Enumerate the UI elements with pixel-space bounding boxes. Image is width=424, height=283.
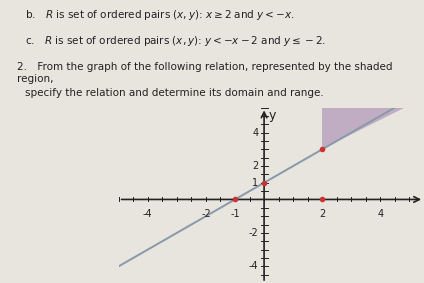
Text: b. $R$ is set of ordered pairs $(x, y)$: $x \geq 2$ and $y < -x$.: b. $R$ is set of ordered pairs $(x, y)$:…: [25, 8, 295, 22]
Polygon shape: [322, 108, 404, 149]
Text: y: y: [268, 109, 276, 122]
Text: 2: 2: [252, 161, 258, 171]
Text: c. $R$ is set of ordered pairs $(x, y)$: $y < -x - 2$ and $y \leq -2$.: c. $R$ is set of ordered pairs $(x, y)$:…: [25, 34, 326, 48]
Text: 1: 1: [252, 178, 258, 188]
Text: -2: -2: [248, 228, 258, 238]
Text: -4: -4: [143, 209, 153, 219]
Text: -2: -2: [201, 209, 211, 219]
Text: 4: 4: [377, 209, 383, 219]
Text: -4: -4: [248, 261, 258, 271]
Text: 2. From the graph of the following relation, represented by the shaded region,: 2. From the graph of the following relat…: [17, 62, 393, 84]
Text: 2: 2: [319, 209, 325, 219]
Text: 4: 4: [252, 128, 258, 138]
Text: -1: -1: [230, 209, 240, 219]
Text: specify the relation and determine its domain and range.: specify the relation and determine its d…: [25, 88, 324, 98]
